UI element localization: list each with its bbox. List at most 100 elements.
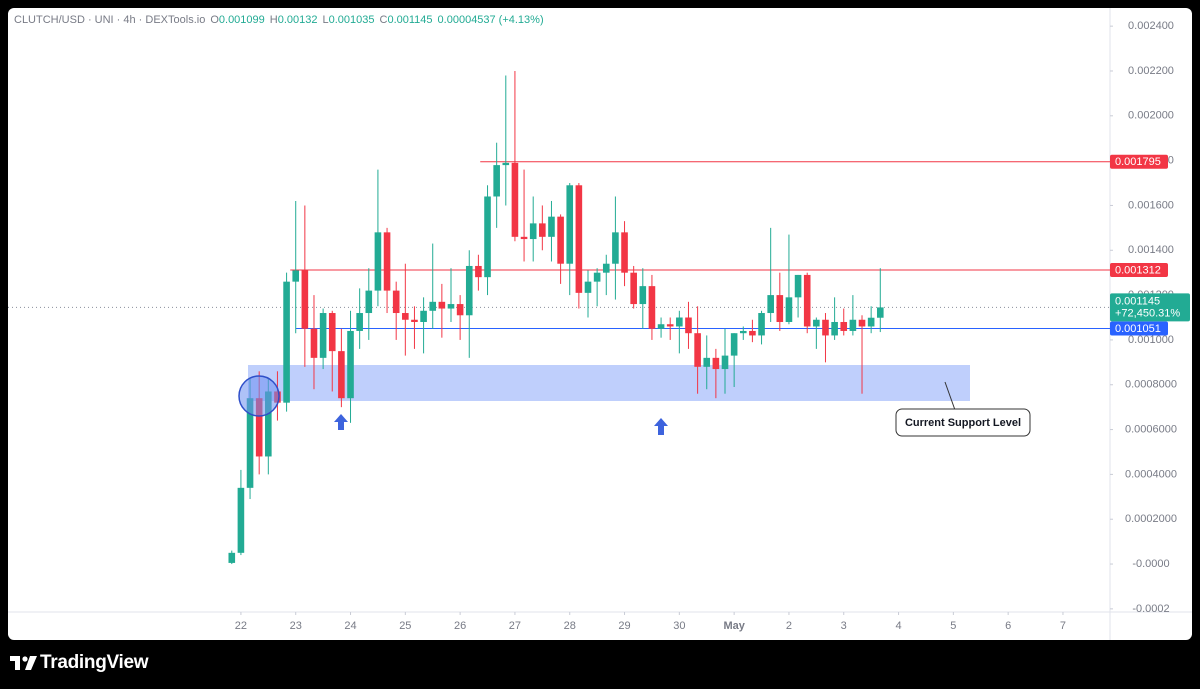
candle-body	[502, 162, 510, 166]
price-marker-label: 0.001051	[1115, 323, 1161, 335]
candle-body	[475, 265, 482, 278]
candle-body	[347, 330, 354, 399]
arrow-up	[654, 418, 668, 435]
candle-body	[849, 319, 857, 331]
y-tick-label: 0.002200	[1128, 65, 1174, 77]
legend-value: 0.001145	[387, 14, 433, 26]
x-tick-label: 23	[290, 620, 302, 632]
legend-value: 0.00132	[277, 14, 318, 26]
x-tick-label: 6	[1005, 620, 1011, 632]
y-tick-label: 0.0004000	[1125, 468, 1177, 480]
candle-body	[621, 232, 628, 273]
candle-body	[721, 355, 729, 370]
candle-body	[365, 290, 373, 314]
legend-change-pct: (+4.13%)	[498, 14, 544, 26]
candle-body	[657, 324, 665, 329]
candle-body	[228, 552, 236, 563]
y-tick-label: 0.0006000	[1125, 423, 1177, 435]
x-tick-label: May	[723, 620, 745, 632]
candle-body	[767, 295, 774, 314]
x-tick-label: 29	[618, 620, 630, 632]
legend-change: 0.00004537	[437, 14, 496, 26]
candle-body	[730, 333, 738, 356]
candle-body	[566, 185, 574, 264]
x-tick-label: 5	[950, 620, 956, 632]
callout-pointer	[944, 381, 956, 411]
candle-body	[703, 357, 711, 367]
candle-body	[246, 398, 254, 488]
x-tick-label: 2	[786, 620, 792, 632]
price-marker-sublabel: +72,450.31%	[1115, 307, 1180, 319]
candle-body	[420, 310, 427, 322]
brand-logo	[10, 656, 37, 670]
y-tick-label: 0.002000	[1128, 110, 1174, 122]
legend: CLUTCH/USD · UNI · 4h · DEXTools.io O0.00…	[14, 14, 549, 26]
candle-body	[447, 304, 455, 309]
candle-body	[557, 216, 564, 264]
logo-mark	[25, 656, 37, 670]
price-marker-label: 0.001145	[1115, 295, 1160, 307]
candle-body	[749, 330, 756, 336]
y-tick-label: 0.001600	[1128, 199, 1174, 211]
candle-body	[465, 265, 473, 316]
candle-body	[776, 295, 784, 322]
y-tick-label: 0.001400	[1128, 244, 1174, 256]
candle-body	[392, 290, 400, 314]
candle-body	[584, 281, 592, 293]
candle-body	[694, 333, 701, 367]
candle-body	[484, 196, 491, 278]
candle-body	[712, 357, 720, 370]
support-zone	[248, 365, 970, 401]
brand: TradingView	[40, 652, 149, 673]
price-marker-label: 0.001312	[1115, 264, 1161, 276]
candle-body	[356, 313, 363, 331]
logo-mark	[22, 656, 28, 662]
candle-body	[840, 321, 848, 331]
candle-body	[639, 286, 647, 305]
candle-body	[328, 313, 336, 352]
candle-body	[794, 274, 802, 298]
legend-key: H	[269, 14, 278, 26]
candle-body	[520, 236, 528, 240]
candle-body	[666, 324, 674, 327]
price-marker	[1110, 321, 1168, 336]
candle-body	[822, 319, 829, 336]
candle-body	[739, 330, 747, 334]
candle-body	[685, 317, 692, 334]
legend-key: O	[210, 14, 219, 26]
price-marker	[1110, 262, 1168, 277]
y-tick-label: -0.0002	[1132, 603, 1169, 615]
legend-key: L	[322, 14, 329, 26]
x-tick-label: 25	[399, 620, 411, 632]
candle-body	[383, 232, 391, 291]
x-tick-label: 7	[1060, 620, 1066, 632]
y-tick-label: 0.0008000	[1125, 379, 1177, 391]
legend-value: 0.001099	[218, 14, 265, 26]
candle-body	[301, 270, 309, 329]
symbol: CLUTCH/USD · UNI · 4h · DEXTools.io	[14, 14, 206, 26]
candle-body	[858, 319, 866, 327]
y-tick-label: 0.002400	[1128, 20, 1174, 32]
candle-body	[831, 321, 838, 336]
y-tick-label: 0.0002000	[1125, 513, 1177, 525]
legend-value: 0.001035	[328, 14, 375, 26]
candle-body	[867, 317, 875, 327]
candle-body	[813, 319, 820, 327]
candle-body	[511, 162, 519, 237]
candle-body	[310, 328, 318, 358]
candle-body	[758, 313, 765, 336]
x-tick-label: 4	[895, 620, 901, 632]
candle-body	[319, 313, 327, 358]
arrow-up	[334, 414, 348, 430]
candle-body	[456, 304, 464, 316]
highlight-circle	[238, 375, 280, 417]
candle-body	[876, 307, 884, 318]
candle-body	[612, 232, 619, 264]
price-marker	[1110, 293, 1190, 322]
candle-body	[648, 286, 656, 329]
x-tick-label: 26	[454, 620, 466, 632]
candle-body	[602, 263, 610, 273]
logo-mark	[10, 656, 20, 670]
candle-body	[803, 274, 811, 327]
